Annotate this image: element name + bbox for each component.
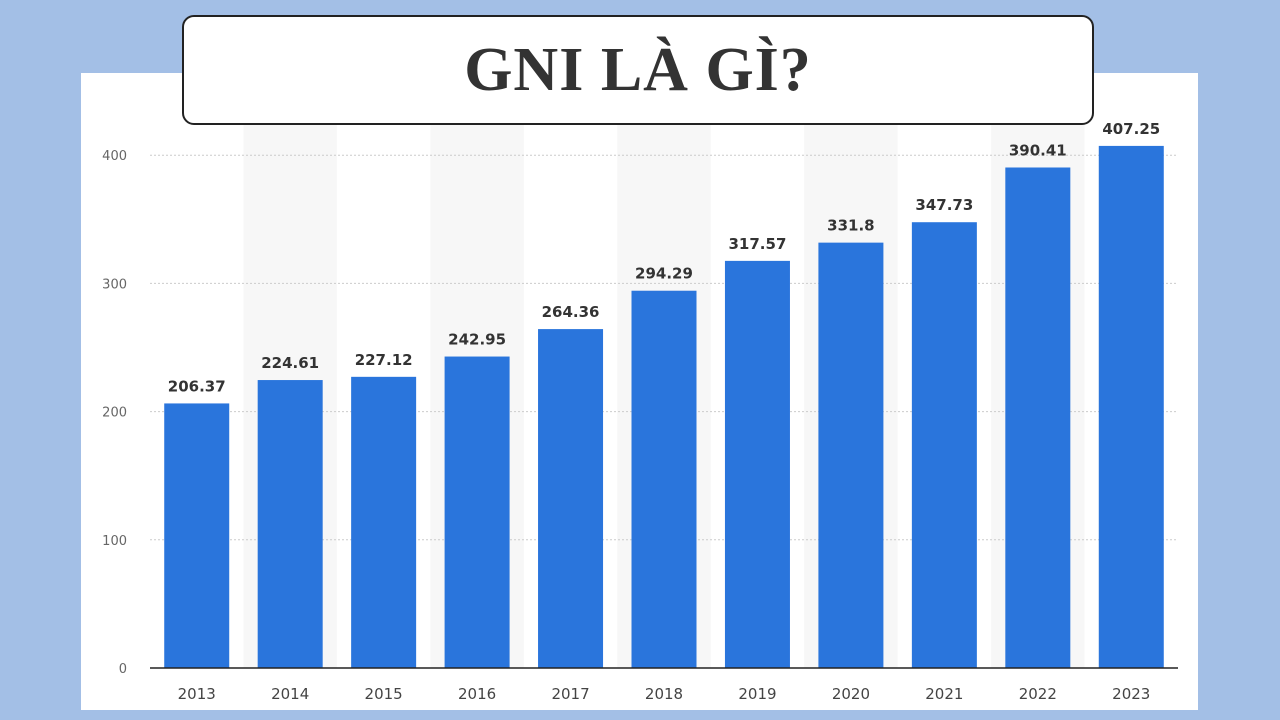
x-tick-label: 2016 xyxy=(458,685,496,703)
bar-chart: 0 100 200 300 400 206.37 2013 224.61 2014 227.12 2… xyxy=(102,113,1178,703)
bar xyxy=(257,380,323,668)
bar xyxy=(1098,145,1164,668)
data-label: 206.37 xyxy=(168,377,226,395)
data-label: 407.25 xyxy=(1102,120,1160,138)
data-label: 317.57 xyxy=(729,235,787,253)
data-label: 227.12 xyxy=(355,351,413,369)
chart-card: 0 100 200 300 400 206.37 2013 224.61 2014 227.12 2… xyxy=(81,73,1198,710)
bar xyxy=(351,376,417,668)
x-tick-label: 2023 xyxy=(1112,685,1150,703)
data-label: 331.8 xyxy=(827,217,874,235)
data-label: 242.95 xyxy=(448,331,506,349)
x-tick-label: 2013 xyxy=(178,685,216,703)
y-tick-label: 200 xyxy=(102,406,127,421)
bar xyxy=(818,242,884,669)
bar xyxy=(444,356,510,668)
bar xyxy=(631,290,697,668)
x-tick-label: 2021 xyxy=(925,685,963,703)
x-tick-label: 2022 xyxy=(1019,685,1057,703)
x-tick-label: 2017 xyxy=(551,685,589,703)
x-tick-label: 2015 xyxy=(365,685,403,703)
data-label: 347.73 xyxy=(915,196,973,214)
x-tick-label: 2020 xyxy=(832,685,870,703)
bar xyxy=(164,403,230,668)
title-box: GNI LÀ GÌ? xyxy=(182,15,1094,125)
y-tick-label: 100 xyxy=(102,534,127,549)
data-label: 390.41 xyxy=(1009,141,1067,159)
x-tick-label: 2014 xyxy=(271,685,309,703)
page-title: GNI LÀ GÌ? xyxy=(464,35,812,104)
bar xyxy=(538,329,604,668)
data-label: 294.29 xyxy=(635,265,693,283)
x-tick-label: 2019 xyxy=(738,685,776,703)
y-tick-label: 400 xyxy=(102,149,127,164)
data-label: 264.36 xyxy=(542,303,600,321)
x-tick-label: 2018 xyxy=(645,685,683,703)
y-tick-label: 300 xyxy=(102,277,127,292)
bar xyxy=(724,260,790,668)
data-label: 224.61 xyxy=(261,354,319,372)
bar xyxy=(1005,167,1071,668)
y-tick-label: 0 xyxy=(119,662,127,677)
bar xyxy=(911,222,977,668)
